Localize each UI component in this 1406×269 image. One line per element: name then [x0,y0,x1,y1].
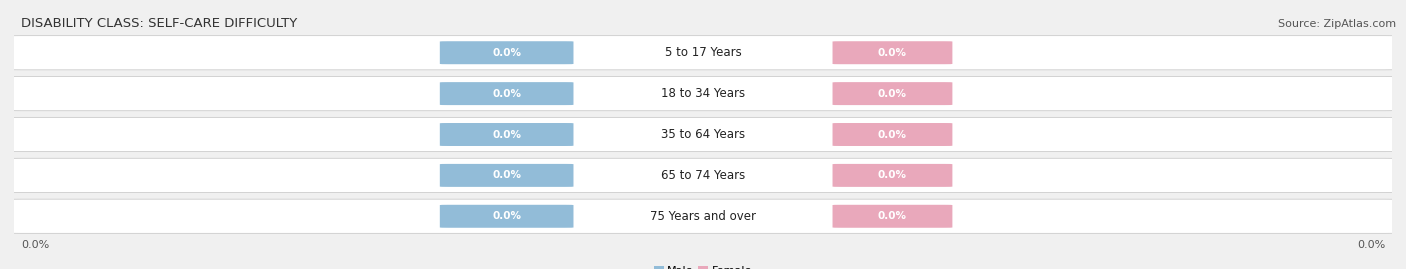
FancyBboxPatch shape [10,158,1396,193]
Text: 0.0%: 0.0% [21,240,49,250]
FancyBboxPatch shape [832,123,952,146]
Text: 0.0%: 0.0% [492,211,522,221]
Text: 65 to 74 Years: 65 to 74 Years [661,169,745,182]
FancyBboxPatch shape [10,76,1396,111]
FancyBboxPatch shape [440,82,574,105]
FancyBboxPatch shape [440,205,574,228]
FancyBboxPatch shape [440,164,574,187]
Text: 0.0%: 0.0% [877,48,907,58]
Text: 0.0%: 0.0% [877,129,907,140]
Text: 0.0%: 0.0% [492,89,522,99]
Text: 0.0%: 0.0% [492,129,522,140]
Text: Source: ZipAtlas.com: Source: ZipAtlas.com [1278,19,1396,29]
Text: 0.0%: 0.0% [877,89,907,99]
Legend: Male, Female: Male, Female [654,266,752,269]
Text: 0.0%: 0.0% [877,170,907,180]
Text: 75 Years and over: 75 Years and over [650,210,756,223]
Text: DISABILITY CLASS: SELF-CARE DIFFICULTY: DISABILITY CLASS: SELF-CARE DIFFICULTY [21,17,297,30]
Text: 18 to 34 Years: 18 to 34 Years [661,87,745,100]
FancyBboxPatch shape [832,82,952,105]
Text: 35 to 64 Years: 35 to 64 Years [661,128,745,141]
Text: 5 to 17 Years: 5 to 17 Years [665,46,741,59]
FancyBboxPatch shape [832,164,952,187]
FancyBboxPatch shape [832,41,952,64]
Text: 0.0%: 0.0% [1357,240,1385,250]
Text: 0.0%: 0.0% [492,48,522,58]
Text: 0.0%: 0.0% [877,211,907,221]
FancyBboxPatch shape [10,36,1396,70]
FancyBboxPatch shape [440,41,574,64]
FancyBboxPatch shape [10,117,1396,152]
FancyBboxPatch shape [10,199,1396,233]
Text: 0.0%: 0.0% [492,170,522,180]
FancyBboxPatch shape [440,123,574,146]
FancyBboxPatch shape [832,205,952,228]
